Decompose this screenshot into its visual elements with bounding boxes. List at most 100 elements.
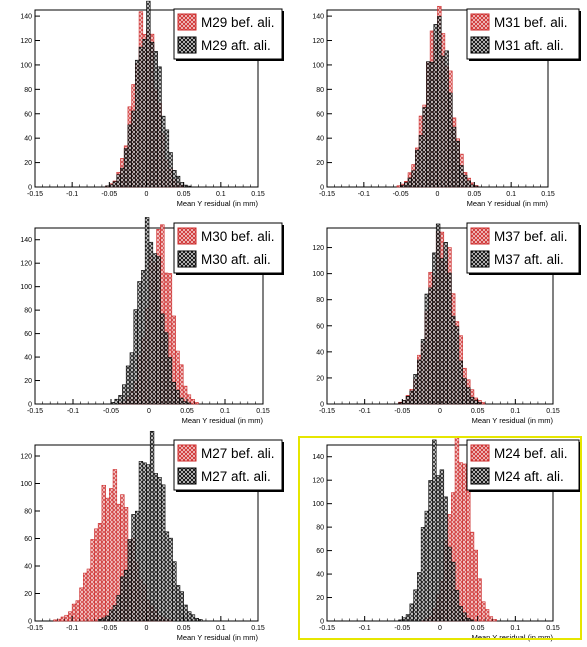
y-tick-label: 20 <box>316 160 324 167</box>
histogram-bar <box>462 612 467 622</box>
y-tick-label: 40 <box>316 572 324 579</box>
histogram-bar <box>68 611 73 622</box>
histogram-bar <box>149 430 155 622</box>
histogram-bar <box>172 561 177 622</box>
histogram-bar <box>164 129 170 188</box>
histogram-bar <box>439 469 445 622</box>
x-tick-label: 0 <box>145 625 149 632</box>
legend-entry: M31 aft. ali. <box>494 38 564 53</box>
y-tick-label: 100 <box>20 284 32 291</box>
histogram-bar <box>138 46 144 188</box>
x-tick-label: -0.15 <box>319 625 335 632</box>
legend-swatch-before <box>470 227 490 245</box>
histogram-bar <box>138 461 144 622</box>
legend-swatch-before <box>177 227 197 245</box>
histogram-bar <box>409 603 414 622</box>
x-tick-label: 0.15 <box>251 191 265 198</box>
legend-swatch-before <box>470 444 490 462</box>
histogram-bar <box>422 107 427 188</box>
histogram-bar <box>114 398 119 405</box>
x-axis-title: Mean Y residual (in mm) <box>182 416 264 425</box>
histogram-bar <box>469 531 475 622</box>
histogram-bar <box>462 463 467 622</box>
histogram-bar <box>194 617 199 622</box>
y-tick-label: 60 <box>316 323 324 330</box>
histogram-bar <box>404 182 409 188</box>
x-tick-label: 0.15 <box>546 408 560 415</box>
histogram-bar <box>97 523 103 622</box>
histogram-bar <box>161 484 166 622</box>
histogram-bar <box>447 546 452 622</box>
y-tick-label: 60 <box>24 111 32 118</box>
histogram-bar <box>141 270 146 405</box>
histogram-bar <box>71 603 77 622</box>
x-tick-label: 0.1 <box>510 625 520 632</box>
histogram-bar <box>112 605 118 622</box>
histogram-bar <box>79 587 84 622</box>
histogram-bar <box>112 181 118 188</box>
series-after <box>110 217 192 405</box>
histogram-bar <box>415 149 420 188</box>
y-tick-label: 120 <box>20 38 32 45</box>
histogram-bar <box>118 395 123 405</box>
legend-swatch-after <box>470 467 490 485</box>
x-tick-label: -0.05 <box>103 408 119 415</box>
histogram-bar <box>432 252 437 405</box>
histogram-bar <box>149 41 155 188</box>
histogram-bar <box>120 576 125 622</box>
histogram-bar <box>481 402 486 405</box>
histogram-bar <box>75 600 80 622</box>
histogram-bar <box>405 396 411 405</box>
y-tick-label: 0 <box>28 402 32 409</box>
histogram-bar <box>190 398 195 405</box>
histogram-bar <box>473 549 478 622</box>
histogram-bar <box>137 281 142 405</box>
y-tick-label: 100 <box>20 62 32 69</box>
histogram-bar <box>109 609 114 622</box>
histogram-bar <box>198 619 203 622</box>
x-tick-label: 0.1 <box>216 191 226 198</box>
x-tick-label: 0.15 <box>256 408 270 415</box>
x-tick-label: 0.1 <box>510 408 520 415</box>
histogram-bar <box>86 568 92 622</box>
panel-m31: -0.15 -0.1 -0.05 0 0.05 0.1 0.15 0 20 40 60 80 100 12… <box>312 5 581 208</box>
histogram-bar <box>135 59 140 188</box>
legend: M37 bef. ali. M37 aft. ali. <box>466 222 581 275</box>
histogram-bar <box>105 497 110 622</box>
y-tick-label: 40 <box>316 136 324 143</box>
histogram-bar <box>144 217 150 405</box>
histogram-bar <box>417 572 422 622</box>
histogram-bar <box>109 184 114 188</box>
histogram-bar <box>179 591 184 622</box>
y-tick-label: 100 <box>312 271 324 278</box>
histogram-bar <box>420 339 426 405</box>
histogram-bar <box>60 616 66 622</box>
y-tick-label: 0 <box>320 619 324 626</box>
legend-swatch-after <box>177 36 197 54</box>
y-tick-label: 20 <box>316 595 324 602</box>
legend-swatch-before <box>177 444 197 462</box>
histogram-bar <box>454 590 460 622</box>
y-tick-label: 40 <box>316 349 324 356</box>
legend-entry: M29 aft. ali. <box>201 38 271 53</box>
y-tick-label: 80 <box>316 87 324 94</box>
histogram-bar <box>413 374 418 405</box>
legend-swatch-after <box>470 250 490 268</box>
histogram-bar <box>439 258 445 405</box>
histogram-bar <box>112 469 118 622</box>
legend-entry: M24 bef. ali. <box>494 446 568 461</box>
y-tick-label: 100 <box>312 501 324 508</box>
histogram-bar <box>120 167 125 188</box>
y-tick-label: 60 <box>24 536 32 543</box>
y-tick-label: 120 <box>312 245 324 252</box>
histogram-bar <box>398 619 403 622</box>
histogram-bar <box>458 360 463 405</box>
histogram-bar <box>183 184 188 188</box>
legend: M31 bef. ali. M31 aft. ali. <box>466 8 581 61</box>
histogram-bar <box>160 313 165 405</box>
histogram-bar <box>123 569 129 622</box>
y-tick-label: 120 <box>20 261 32 268</box>
histogram-bar <box>90 539 95 622</box>
histogram-bar <box>131 110 136 188</box>
histogram-bar <box>168 152 173 188</box>
